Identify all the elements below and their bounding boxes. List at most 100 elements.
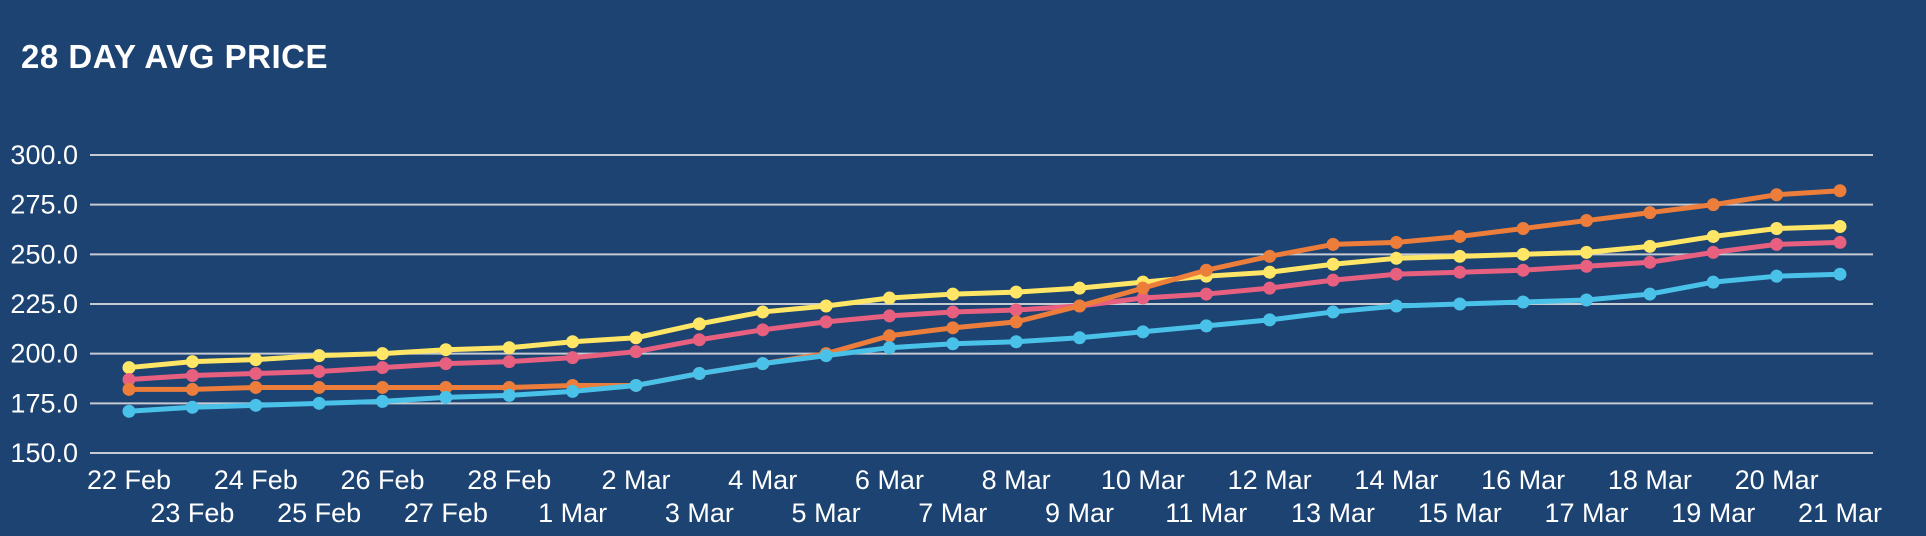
x-axis-tick-label: 6 Mar: [855, 465, 924, 495]
x-axis-tick-label: 14 Mar: [1354, 465, 1438, 495]
x-axis-tick-label: 17 Mar: [1544, 498, 1628, 528]
data-point-orange: [1263, 249, 1277, 263]
data-point-yellow: [882, 291, 896, 305]
data-point-cyan: [1326, 305, 1340, 319]
data-point-pink: [692, 333, 706, 347]
x-axis-tick-label: 2 Mar: [601, 465, 670, 495]
data-point-pink: [1770, 237, 1784, 251]
data-point-cyan: [185, 400, 199, 414]
x-axis-tick-label: 22 Feb: [87, 465, 171, 495]
data-point-cyan: [439, 390, 453, 404]
data-point-orange: [1199, 263, 1213, 277]
data-point-cyan: [502, 388, 516, 402]
x-axis-tick-label: 12 Mar: [1228, 465, 1312, 495]
x-axis-tick-label: 27 Feb: [404, 498, 488, 528]
data-point-cyan: [692, 367, 706, 381]
x-axis-tick-label: 4 Mar: [728, 465, 797, 495]
data-point-pink: [1136, 291, 1150, 305]
data-point-pink: [819, 315, 833, 329]
data-point-pink: [1453, 265, 1467, 279]
y-axis-tick-label: 225.0: [10, 289, 78, 319]
data-point-yellow: [946, 287, 960, 301]
data-point-yellow: [1009, 285, 1023, 299]
data-point-cyan: [1073, 331, 1087, 345]
x-axis-tick-label: 15 Mar: [1418, 498, 1502, 528]
data-point-cyan: [819, 349, 833, 363]
data-point-cyan: [122, 404, 136, 418]
data-point-orange: [1073, 299, 1087, 313]
data-point-cyan: [756, 357, 770, 371]
data-point-pink: [629, 345, 643, 359]
data-point-pink: [1389, 267, 1403, 281]
data-point-yellow: [1326, 257, 1340, 271]
data-point-pink: [1516, 263, 1530, 277]
x-axis-tick-label: 11 Mar: [1165, 498, 1247, 528]
data-point-yellow: [1073, 281, 1087, 295]
data-point-cyan: [1516, 295, 1530, 309]
data-point-cyan: [1389, 299, 1403, 313]
data-point-yellow: [375, 347, 389, 361]
data-point-orange: [1770, 188, 1784, 202]
data-point-yellow: [1770, 222, 1784, 236]
data-point-cyan: [1706, 275, 1720, 289]
data-point-cyan: [312, 396, 326, 410]
y-axis-tick-label: 275.0: [10, 190, 78, 220]
x-axis-tick-label: 9 Mar: [1045, 498, 1114, 528]
series-line-pink: [126, 239, 1843, 382]
x-axis-tick-label: 10 Mar: [1101, 465, 1185, 495]
data-point-orange: [1136, 281, 1150, 295]
data-point-cyan: [629, 378, 643, 392]
data-point-pink: [375, 361, 389, 375]
data-point-cyan: [1136, 325, 1150, 339]
x-axis-tick-label: 13 Mar: [1291, 498, 1375, 528]
data-point-orange: [375, 380, 389, 394]
data-point-orange: [946, 321, 960, 335]
x-axis-tick-label: 1 Mar: [538, 498, 607, 528]
data-point-yellow: [185, 355, 199, 369]
y-axis-tick-label: 250.0: [10, 239, 78, 269]
x-axis-tick-label: 26 Feb: [340, 465, 424, 495]
data-point-orange: [1389, 235, 1403, 249]
data-point-pink: [1833, 235, 1847, 249]
data-point-yellow: [249, 353, 263, 367]
data-point-cyan: [1580, 293, 1594, 307]
data-point-cyan: [1833, 267, 1847, 281]
y-axis-tick-label: 300.0: [10, 140, 78, 170]
x-axis-tick-label: 19 Mar: [1671, 498, 1755, 528]
data-point-orange: [1326, 237, 1340, 251]
data-point-orange: [439, 380, 453, 394]
data-point-yellow: [122, 361, 136, 375]
data-point-yellow: [1580, 245, 1594, 259]
x-axis-tick-label: 23 Feb: [150, 498, 234, 528]
data-point-yellow: [439, 343, 453, 357]
x-axis-tick-label: 8 Mar: [982, 465, 1051, 495]
data-point-pink: [1009, 303, 1023, 317]
data-point-pink: [1706, 245, 1720, 259]
data-point-orange: [312, 380, 326, 394]
x-axis-tick-label: 20 Mar: [1735, 465, 1819, 495]
data-point-cyan: [1453, 297, 1467, 311]
data-point-pink: [1263, 281, 1277, 295]
data-point-yellow: [1453, 249, 1467, 263]
series-line-cyan: [126, 271, 1843, 414]
data-point-cyan: [1009, 335, 1023, 349]
x-axis-tick-label: 21 Mar: [1798, 498, 1882, 528]
data-point-yellow: [1263, 265, 1277, 279]
data-point-pink: [882, 309, 896, 323]
data-point-cyan: [566, 384, 580, 398]
data-point-yellow: [1516, 247, 1530, 261]
data-point-orange: [122, 382, 136, 396]
data-point-pink: [249, 367, 263, 381]
data-point-pink: [756, 323, 770, 337]
data-point-pink: [566, 351, 580, 365]
x-axis-tick-label: 7 Mar: [918, 498, 987, 528]
data-point-pink: [439, 357, 453, 371]
data-point-yellow: [692, 317, 706, 331]
data-point-yellow: [1833, 220, 1847, 234]
data-point-orange: [1833, 184, 1847, 198]
chart-title: 28 DAY AVG PRICE: [21, 38, 328, 75]
data-point-cyan: [1263, 313, 1277, 327]
data-point-pink: [312, 365, 326, 379]
data-point-orange: [1643, 206, 1657, 220]
